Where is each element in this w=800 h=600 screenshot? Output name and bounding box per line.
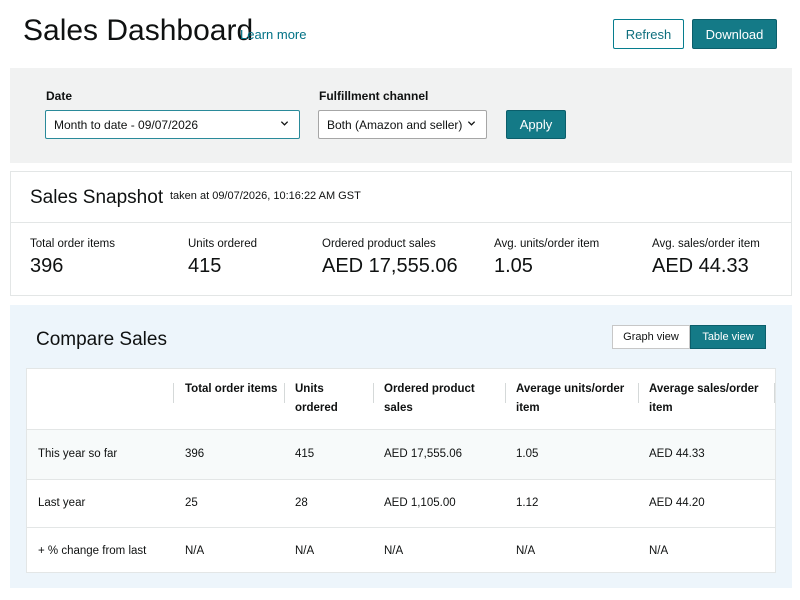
- column-divider: [774, 383, 775, 403]
- snapshot-header: Sales Snapshot taken at 09/07/2026, 10:1…: [11, 172, 791, 223]
- table-cell: N/A: [295, 545, 315, 557]
- filter-bar: Date Month to date - 09/07/2026 Fulfillm…: [10, 68, 792, 163]
- metric-avg-sales-per-order-item: Avg. sales/order item AED 44.33: [652, 238, 760, 278]
- table-cell: 25: [185, 497, 198, 509]
- metric-avg-units-per-order-item: Avg. units/order item 1.05: [494, 238, 599, 278]
- sales-snapshot-card: Sales Snapshot taken at 09/07/2026, 10:1…: [10, 171, 792, 296]
- column-divider: [284, 383, 285, 403]
- table-row: + % change from last N/A N/A N/A N/A N/A: [27, 528, 775, 572]
- column-divider: [638, 383, 639, 403]
- compare-sales-section: Compare Sales Graph view Table view Tota…: [10, 305, 792, 588]
- metric-value: AED 17,555.06: [322, 255, 458, 277]
- date-label: Date: [46, 89, 73, 103]
- metric-label: Avg. units/order item: [494, 238, 600, 250]
- metric-value: 1.05: [494, 255, 533, 277]
- column-header-units-ordered: Units ordered: [295, 383, 338, 414]
- table-cell: AED 17,555.06: [384, 448, 463, 460]
- table-cell: AED 44.20: [649, 497, 705, 509]
- channel-select[interactable]: Both (Amazon and seller): [318, 110, 487, 139]
- table-view-toggle[interactable]: Table view: [690, 325, 766, 349]
- refresh-button[interactable]: Refresh: [613, 19, 684, 49]
- compare-sales-table: Total order items Units ordered Ordered …: [26, 368, 776, 573]
- metric-value: 396: [30, 255, 64, 277]
- table-cell: 1.05: [516, 448, 539, 460]
- column-header-total-order-items: Total order items: [185, 383, 278, 395]
- metric-value: 415: [188, 255, 222, 277]
- learn-more-link[interactable]: Learn more: [240, 27, 307, 42]
- metric-total-order-items: Total order items 396: [30, 238, 115, 278]
- channel-label: Fulfillment channel: [319, 89, 429, 103]
- table-cell: AED 44.33: [649, 448, 705, 460]
- row-label: Last year: [38, 497, 86, 509]
- metric-label: Ordered product sales: [322, 238, 436, 250]
- page-title: Sales Dashboard: [23, 14, 254, 47]
- date-select[interactable]: Month to date - 09/07/2026: [45, 110, 300, 139]
- chevron-down-icon: [280, 121, 289, 126]
- table-cell: N/A: [649, 545, 669, 557]
- table-cell: 396: [185, 448, 205, 460]
- metric-ordered-product-sales: Ordered product sales AED 17,555.06: [322, 238, 458, 278]
- column-divider: [173, 383, 174, 403]
- page-header: Sales Dashboard Learn more Refresh Downl…: [0, 0, 800, 68]
- download-button[interactable]: Download: [692, 19, 777, 49]
- chevron-down-icon: [467, 121, 476, 126]
- table-cell: N/A: [516, 545, 536, 557]
- table-cell: AED 1,105.00: [384, 497, 456, 509]
- table-cell: 1.12: [516, 497, 539, 509]
- metric-label: Avg. sales/order item: [652, 238, 760, 250]
- graph-view-toggle[interactable]: Graph view: [612, 325, 690, 349]
- column-header-ordered-product-sales: Ordered product sales: [384, 383, 475, 414]
- table-cell: N/A: [185, 545, 205, 557]
- row-label: + % change from last: [38, 545, 147, 557]
- table-cell: 28: [295, 497, 308, 509]
- apply-button[interactable]: Apply: [506, 110, 566, 139]
- table-cell: N/A: [384, 545, 404, 557]
- channel-select-value: Both (Amazon and seller): [327, 117, 463, 132]
- column-divider: [505, 383, 506, 403]
- table-cell: 415: [295, 448, 315, 460]
- column-divider: [373, 383, 374, 403]
- metric-value: AED 44.33: [652, 255, 749, 277]
- table-row: This year so far 396 415 AED 17,555.06 1…: [27, 430, 775, 480]
- metric-label: Total order items: [30, 238, 116, 250]
- metric-units-ordered: Units ordered 415: [188, 238, 257, 278]
- snapshot-title: Sales Snapshot: [30, 187, 164, 208]
- column-header-avg-sales-per-order-item: Average sales/order item: [649, 383, 759, 414]
- row-label: This year so far: [38, 448, 118, 460]
- snapshot-timestamp: taken at 09/07/2026, 10:16:22 AM GST: [170, 190, 361, 202]
- table-row: Last year 25 28 AED 1,105.00 1.12 AED 44…: [27, 480, 775, 528]
- metric-label: Units ordered: [188, 238, 258, 250]
- table-header-row: Total order items Units ordered Ordered …: [27, 369, 775, 430]
- date-select-value: Month to date - 09/07/2026: [54, 117, 199, 132]
- compare-sales-title: Compare Sales: [36, 329, 167, 350]
- column-header-avg-units-per-order-item: Average units/order item: [516, 383, 625, 414]
